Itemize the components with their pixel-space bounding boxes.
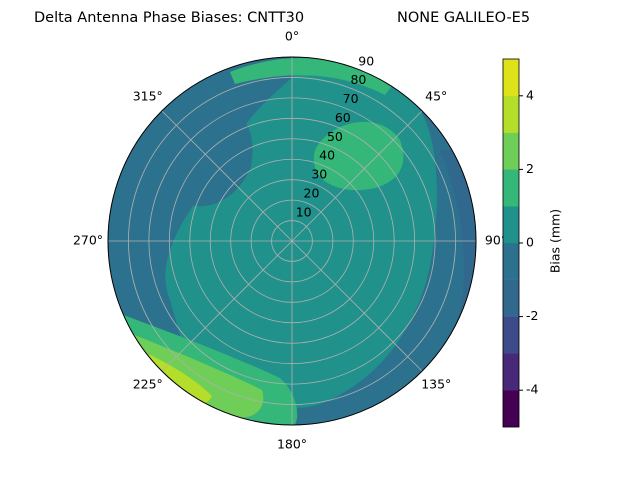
colorbar-tick-label: -2 <box>526 308 538 323</box>
contour-region <box>122 330 264 418</box>
r-tick-label: 90 <box>358 53 374 68</box>
r-tick-label: 20 <box>304 185 320 200</box>
r-tick-label: 80 <box>350 72 366 87</box>
colorbar-label: Bias (mm) <box>548 209 563 273</box>
colorbar-tick-label: 0 <box>526 235 534 250</box>
contour-region <box>148 354 212 405</box>
colorbar-tick-label: 4 <box>526 87 534 102</box>
chart-subtitle: NONE GALILEO-E5 <box>397 10 530 26</box>
r-tick-label: 40 <box>319 148 335 163</box>
polar-frame <box>107 56 477 426</box>
colorbar-tick-label: 2 <box>526 161 534 176</box>
r-tick-label: 60 <box>335 110 351 125</box>
contour-region <box>313 121 404 191</box>
theta-tick-label: 315° <box>133 88 163 103</box>
theta-tick-label: 0° <box>285 29 299 44</box>
colorbar-band <box>502 353 520 391</box>
colorbar-band <box>502 316 520 354</box>
colorbar-tick-label: -4 <box>526 382 539 397</box>
r-tick-label: 70 <box>343 91 359 106</box>
colorbar-band <box>502 58 520 96</box>
colorbar-band <box>502 390 520 428</box>
grid-spoke <box>291 110 423 242</box>
theta-tick-label: 270° <box>73 233 103 248</box>
colorbar-band <box>502 95 520 133</box>
theta-tick-label: 135° <box>421 377 451 392</box>
chart-title: Delta Antenna Phase Biases: CNTT30 <box>34 10 304 26</box>
colorbar-band <box>502 242 520 280</box>
colorbar-band <box>502 206 520 244</box>
grid-spoke <box>161 240 293 372</box>
grid-spoke <box>161 110 293 242</box>
r-tick-label: 30 <box>311 167 327 182</box>
r-tick-label: 10 <box>296 204 312 219</box>
theta-tick-label: 180° <box>277 437 307 452</box>
colorbar-band <box>502 279 520 317</box>
colorbar-band <box>502 169 520 207</box>
theta-tick-label: 45° <box>425 88 447 103</box>
polar-grid <box>107 56 477 426</box>
grid-spoke <box>291 240 423 372</box>
theta-tick-label: 90° <box>485 233 507 248</box>
theta-tick-label: 225° <box>133 377 163 392</box>
r-tick-label: 50 <box>327 129 343 144</box>
colorbar-band <box>502 132 520 170</box>
